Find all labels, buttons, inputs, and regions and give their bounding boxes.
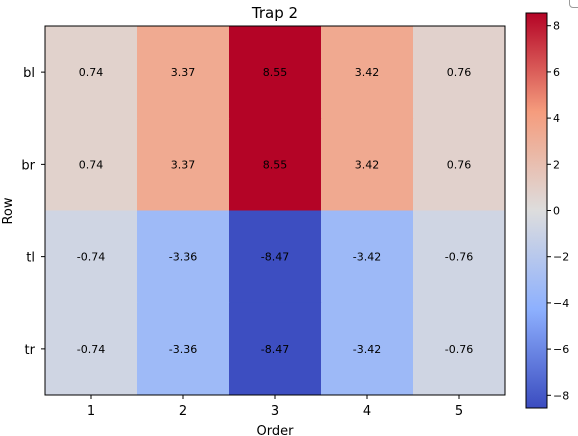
colorbar-gradient — [525, 12, 548, 409]
y-tick-label: tr — [25, 343, 36, 358]
colorbar-tick-label: 0 — [553, 205, 560, 218]
cell-value-label: -3.36 — [169, 251, 197, 264]
heatmap-cell — [413, 118, 506, 211]
heatmap-cell — [45, 302, 138, 396]
heatmap-cell-labels: 0.74 3.37 8.55 3.42 0.76 0.74 3.37 8.55 3.42 0.76… — [77, 66, 473, 356]
cell-value-label: 8.55 — [263, 158, 288, 171]
heatmap-cell — [321, 26, 414, 119]
cell-value-label: -3.36 — [169, 343, 197, 356]
cell-value-label: -8.47 — [261, 251, 289, 264]
colorbar-tick-label: −4 — [553, 297, 569, 310]
colorbar: 8 6 4 2 0 −2 −4 −6 −8 — [525, 12, 569, 409]
heatmap-cell — [229, 118, 322, 211]
heatmap-cell — [321, 210, 414, 304]
cell-value-label: -3.42 — [353, 343, 381, 356]
heatmap-cell — [137, 210, 230, 304]
y-axis-label: Row — [1, 197, 16, 224]
cell-value-label: -0.74 — [77, 251, 105, 264]
heatmap-cell — [321, 302, 414, 396]
heatmap-cells — [45, 26, 506, 396]
x-tick-label: 2 — [179, 404, 187, 419]
cell-value-label: 3.37 — [171, 158, 196, 171]
cell-value-label: -3.42 — [353, 251, 381, 264]
heatmap-cell — [45, 210, 138, 304]
y-tick-label: tl — [26, 251, 35, 266]
cell-value-label: -0.76 — [445, 343, 473, 356]
y-tick-label: bl — [23, 66, 35, 81]
heatmap-cell — [137, 118, 230, 211]
colorbar-tick-label: −2 — [553, 251, 569, 264]
cell-value-label: -8.47 — [261, 343, 289, 356]
window-corner-control — [569, 0, 578, 8]
heatmap-cell — [413, 302, 506, 396]
cell-value-label: 0.74 — [79, 158, 104, 171]
heatmap-cell — [413, 26, 506, 119]
heatmap-cell — [229, 302, 322, 396]
colorbar-tick-label: −8 — [553, 389, 569, 402]
heatmap-cell — [45, 118, 138, 211]
cell-value-label: 0.76 — [447, 66, 472, 79]
colorbar-tick-label: 2 — [553, 158, 560, 171]
cell-value-label: 3.37 — [171, 66, 196, 79]
x-tick-label: 5 — [455, 404, 463, 419]
y-axis-ticks: bl br tl tr — [21, 66, 45, 358]
cell-value-label: 0.76 — [447, 158, 472, 171]
cell-value-label: 3.42 — [355, 66, 380, 79]
x-tick-label: 1 — [87, 404, 95, 419]
y-tick-label: br — [21, 158, 35, 173]
cell-value-label: 3.42 — [355, 158, 380, 171]
heatmap-cell — [321, 118, 414, 211]
heatmap-cell — [137, 26, 230, 119]
heatmap-cell — [229, 26, 322, 119]
x-axis-label: Order — [257, 424, 295, 436]
heatmap-cell — [229, 210, 322, 304]
heatmap-cell — [137, 302, 230, 396]
colorbar-tick-label: 6 — [553, 66, 560, 79]
colorbar-tick-label: −6 — [553, 343, 569, 356]
x-tick-label: 4 — [363, 404, 371, 419]
colorbar-tick-label: 4 — [553, 112, 560, 125]
cell-value-label: 8.55 — [263, 66, 288, 79]
cell-value-label: -0.74 — [77, 343, 105, 356]
heatmap-cell — [413, 210, 506, 304]
cell-value-label: 0.74 — [79, 66, 104, 79]
cell-value-label: -0.76 — [445, 251, 473, 264]
colorbar-tick-label: 8 — [553, 20, 560, 33]
chart-title: Trap 2 — [251, 4, 298, 22]
x-tick-label: 3 — [271, 404, 279, 419]
heatmap-cell — [45, 26, 138, 119]
x-axis-ticks: 1 2 3 4 5 — [87, 395, 463, 419]
